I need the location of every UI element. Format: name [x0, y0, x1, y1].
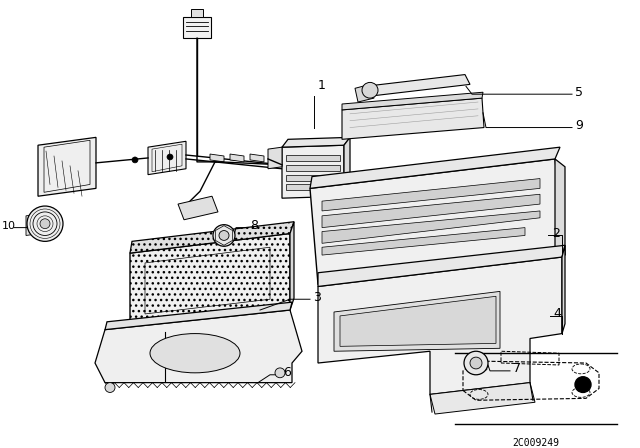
Polygon shape: [322, 194, 540, 228]
Polygon shape: [318, 257, 562, 394]
Polygon shape: [430, 383, 535, 414]
Polygon shape: [286, 165, 340, 171]
Polygon shape: [334, 291, 500, 351]
Polygon shape: [318, 245, 565, 286]
Polygon shape: [38, 138, 96, 196]
Polygon shape: [562, 245, 565, 334]
Circle shape: [219, 231, 229, 241]
Polygon shape: [230, 154, 244, 162]
Polygon shape: [130, 233, 290, 330]
Text: 5: 5: [575, 86, 583, 99]
Polygon shape: [555, 159, 565, 255]
Circle shape: [40, 219, 50, 228]
Polygon shape: [286, 155, 340, 161]
Circle shape: [362, 82, 378, 98]
Polygon shape: [26, 214, 40, 236]
Polygon shape: [282, 138, 350, 147]
Polygon shape: [322, 179, 540, 211]
Polygon shape: [268, 147, 282, 169]
Polygon shape: [355, 84, 374, 102]
Polygon shape: [183, 17, 211, 38]
Text: 6: 6: [283, 366, 291, 379]
Text: 2C009249: 2C009249: [513, 438, 559, 448]
Polygon shape: [310, 147, 560, 188]
Circle shape: [575, 377, 591, 392]
Polygon shape: [130, 222, 294, 253]
Polygon shape: [322, 211, 540, 243]
Polygon shape: [340, 296, 496, 346]
Circle shape: [275, 368, 285, 378]
Ellipse shape: [150, 334, 240, 373]
Polygon shape: [286, 185, 340, 190]
Circle shape: [105, 383, 115, 392]
Polygon shape: [342, 92, 483, 110]
Text: 2: 2: [552, 227, 560, 240]
Polygon shape: [286, 175, 340, 181]
Polygon shape: [322, 228, 525, 255]
Polygon shape: [344, 138, 350, 196]
Text: 4: 4: [553, 307, 561, 320]
Text: 7: 7: [513, 362, 521, 375]
Text: 3: 3: [313, 291, 321, 304]
Polygon shape: [210, 154, 224, 162]
Polygon shape: [282, 145, 344, 198]
Circle shape: [167, 154, 173, 160]
Circle shape: [132, 157, 138, 163]
Text: 9: 9: [575, 119, 583, 132]
Polygon shape: [365, 74, 470, 96]
Polygon shape: [148, 141, 186, 175]
Circle shape: [27, 206, 63, 241]
Polygon shape: [250, 154, 264, 162]
Polygon shape: [342, 98, 484, 139]
Polygon shape: [290, 222, 294, 310]
Circle shape: [470, 357, 482, 369]
Polygon shape: [105, 302, 292, 330]
Circle shape: [464, 351, 488, 375]
Text: 8: 8: [250, 219, 258, 232]
Text: 10: 10: [2, 221, 16, 231]
Circle shape: [213, 225, 235, 246]
Polygon shape: [95, 310, 302, 383]
Text: 1: 1: [318, 79, 326, 92]
Polygon shape: [310, 159, 565, 284]
Polygon shape: [191, 9, 203, 17]
Polygon shape: [178, 196, 218, 220]
